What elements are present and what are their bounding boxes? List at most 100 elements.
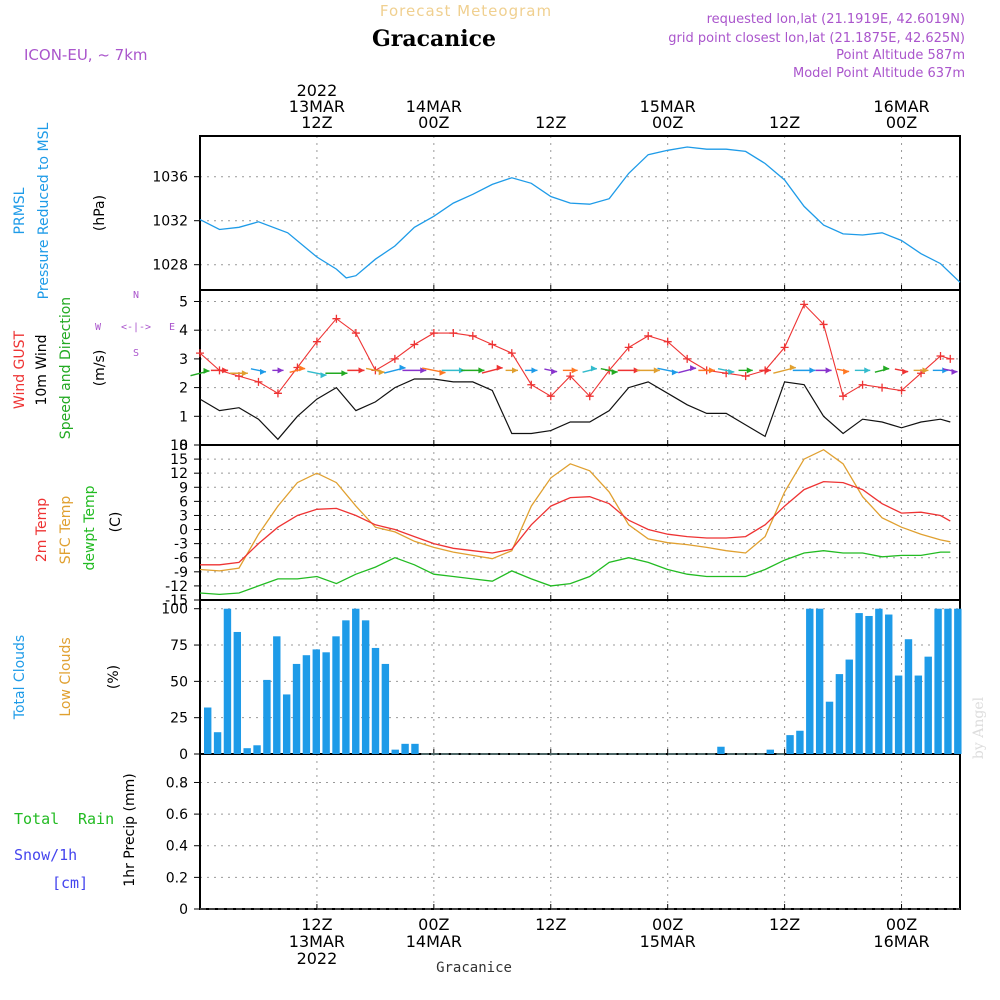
gust-marker (273, 389, 282, 398)
temp-panel-labels: 2m Temp SFC Temp dewpt Temp (C) (34, 485, 124, 570)
cloud-bar (825, 701, 834, 754)
dewpoint-line (199, 550, 951, 596)
y-tick-label: 50 (170, 674, 188, 690)
cloud-bar (904, 639, 913, 754)
wind-direction-head (222, 367, 229, 374)
watermark: by Angel (971, 696, 987, 759)
plot-area: 102810321036012345-15-12-9-6-30369121518… (152, 81, 962, 968)
y-tick-label: 0 (179, 438, 188, 454)
cloud-bar (815, 608, 824, 754)
y-tick-label: 0.6 (166, 807, 188, 823)
y-tick-label: 0.2 (166, 870, 188, 886)
cloud-bar (282, 694, 291, 754)
cloud-bar (352, 608, 360, 754)
wind-direction-head (420, 367, 427, 374)
cloud-bar (381, 663, 390, 754)
y-tick-label: 4 (179, 323, 188, 339)
cloud-bar (233, 631, 242, 754)
gust-marker (468, 331, 477, 340)
top-time-label: 15MAR (640, 97, 696, 116)
wind-label: 10m Wind (34, 334, 50, 405)
panel-frame (199, 753, 961, 910)
gust-marker (507, 349, 516, 358)
gust-marker (546, 392, 555, 401)
gust-marker (585, 392, 594, 401)
y-tick-label: 0 (179, 523, 188, 539)
sfc-label: SFC Temp (58, 496, 74, 565)
bottom-time-label: 00Z (886, 915, 917, 934)
wind-direction-head (690, 365, 697, 372)
wind-direction-head (203, 367, 210, 374)
rain-label: Rain (78, 810, 114, 828)
wind-direction-head (765, 367, 772, 374)
gust-marker (683, 354, 692, 363)
y-tick-label: 0 (179, 747, 188, 763)
cloud-bar (243, 748, 251, 754)
gust-marker (196, 349, 204, 358)
gust-marker (780, 343, 789, 352)
wind-direction-head (478, 367, 485, 374)
wind-direction-head (341, 370, 348, 377)
gust-marker (741, 372, 750, 381)
point-altitude: Point Altitude 587m (836, 48, 965, 63)
top-time-label: 12Z (535, 113, 566, 132)
wind-direction-head (320, 372, 327, 379)
cloud-bar (302, 655, 311, 754)
low-clouds-label: Low Clouds (58, 637, 74, 716)
y-tick-label: -9 (174, 565, 188, 581)
top-time-label: 00Z (652, 113, 683, 132)
gust-marker (332, 314, 341, 323)
gust-marker (800, 300, 809, 309)
model-label: ICON-EU, ~ 7km (24, 46, 148, 64)
y-tick-label: 15 (170, 452, 188, 468)
y-tick-label: 0 (179, 902, 188, 918)
wind-direction-head (358, 367, 365, 374)
compass-arrows: <-|-> (121, 322, 151, 333)
wind-direction-head (571, 367, 578, 374)
wind-direction-head (922, 367, 929, 374)
gust-marker (566, 372, 575, 381)
wind-direction-head (708, 367, 715, 374)
cloud-bar (342, 620, 350, 754)
wind-direction-head (789, 364, 796, 371)
y-tick-label: 100 (161, 602, 188, 618)
wind-direction-head (843, 368, 850, 375)
cloud-bar (855, 613, 863, 754)
cloud-bar (875, 608, 883, 754)
temp-unit-label: (C) (108, 512, 124, 533)
t2m-label: 2m Temp (34, 498, 50, 562)
gust-label: Wind GUST (12, 330, 28, 409)
top-time-label: 2022 (297, 81, 338, 100)
wind-line (199, 378, 951, 441)
bottom-time-label: 12Z (301, 915, 332, 934)
cloud-bar (361, 620, 370, 754)
compass-rose: N S W E <-|-> (95, 290, 175, 359)
wind-direction-head (260, 368, 267, 375)
dew-label: dewpt Temp (82, 485, 98, 570)
top-time-label: 12Z (769, 113, 800, 132)
y-tick-label: 0.4 (166, 839, 188, 855)
gust-marker (897, 386, 906, 395)
cloud-bar (786, 735, 794, 754)
wind-direction-head (299, 365, 306, 372)
total-label: Total (14, 810, 59, 828)
bottom-time-label: 16MAR (873, 932, 929, 951)
wind-direction-head (728, 369, 735, 376)
wind-unit-label: (m/s) (92, 350, 108, 387)
y-tick-label: -3 (174, 537, 188, 553)
total-clouds-label: Total Clouds (12, 635, 28, 720)
prmsl-unit-label: (hPa) (92, 195, 108, 231)
prmsl-desc-label: Pressure Reduced to MSL (36, 122, 52, 299)
y-tick-label: 9 (179, 480, 188, 496)
wind-direction-head (551, 368, 558, 375)
y-tick-label: 1028 (152, 258, 188, 274)
y-tick-label: 75 (170, 638, 188, 654)
wind-direction-head (277, 367, 284, 374)
compass-n: N (133, 290, 139, 301)
model-altitude: Model Point Altitude 637m (793, 66, 965, 81)
app-title: Forecast Meteogram (380, 2, 552, 20)
cloud-bar (865, 615, 873, 754)
gust-line (199, 303, 951, 398)
gust-marker (663, 337, 672, 346)
